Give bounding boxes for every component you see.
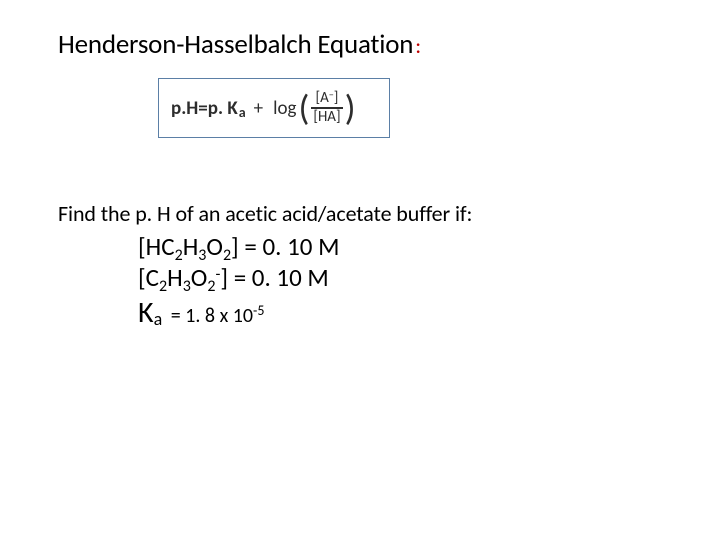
title-text: Henderson-Hasselbalch Equation [58,28,413,61]
given-line-2: [C2H3O2-] = 0. 10 M [138,263,339,294]
equation-box: p.H = p. Ka + log ( [A−] [HA] ) [158,78,390,138]
eq-equals: = [198,97,207,120]
eq-pK-sub: a [239,104,246,121]
eq-frac-num: [A−] [314,91,341,107]
eq-lhs-H: H [186,97,198,120]
equation: p.H = p. Ka + log ( [A−] [HA] ) [171,90,356,126]
eq-log-word: log [273,97,296,120]
eq-frac-den: [HA] [311,110,342,126]
eq-pK: p. K [208,97,238,120]
prompt-text: Find the p. H of an acetic acid/acetate … [58,200,472,227]
given-line-3: Ka = 1. 8 x 10-5 [138,295,339,332]
eq-log-part: log ( [A−] [HA] ) [273,90,355,126]
eq-paren-left: ( [298,90,309,126]
page-title: Henderson-Hasselbalch Equation: [58,28,421,61]
eq-lhs-p: p. [171,97,186,120]
eq-plus: + [254,97,263,120]
given-block: [HC2H3O2] = 0. 10 M [C2H3O2-] = 0. 10 M … [138,232,339,332]
given-line-1: [HC2H3O2] = 0. 10 M [138,232,339,263]
title-colon: : [415,32,421,59]
eq-paren-right: ) [345,90,356,126]
eq-fraction: [A−] [HA] [311,91,342,126]
